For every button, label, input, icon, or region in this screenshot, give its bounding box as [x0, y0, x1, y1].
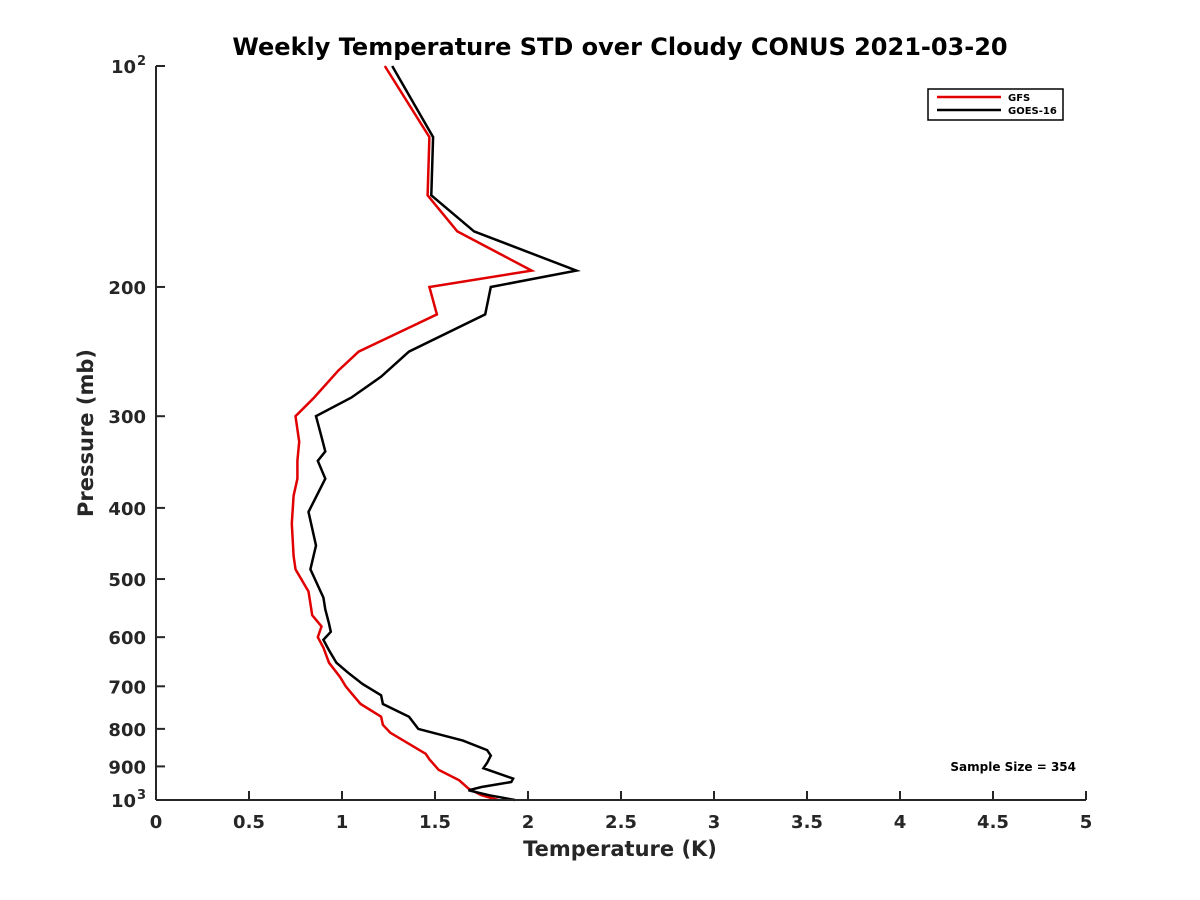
series-lines — [290, 65, 581, 802]
x-tick-label: 3 — [708, 812, 721, 833]
x-tick-label: 4 — [894, 812, 907, 833]
legend-box — [927, 88, 1064, 121]
x-tick-label: 0.5 — [233, 812, 265, 833]
y-tick-label: 300 — [108, 407, 146, 428]
series-line-gfs — [290, 65, 536, 802]
axes — [155, 66, 1086, 801]
y-axis-label: Pressure (mb) — [74, 349, 98, 517]
y-tick-label: 700 — [108, 677, 146, 698]
y-tick-exponent: 2 — [137, 54, 146, 69]
x-tick-label: 3.5 — [791, 812, 823, 833]
series-line-goes16 — [307, 65, 581, 802]
x-tick-label: 0 — [150, 812, 163, 833]
x-ticks: 0 0.5 1 1.5 2 2.5 3 3.5 4 4.5 5 — [150, 791, 1093, 833]
y-tick-label: 10 — [111, 57, 136, 78]
y-tick-label: 500 — [108, 570, 146, 591]
x-tick-label: 5 — [1080, 812, 1093, 833]
y-tick-label: 10 — [111, 791, 136, 812]
legend-label-gfs: GFS — [1008, 93, 1030, 104]
legend: GFS GOES-16 — [927, 88, 1064, 121]
x-axis-label: Temperature (K) — [523, 837, 717, 861]
y-tick-label: 800 — [108, 720, 146, 741]
x-tick-label: 1.5 — [419, 812, 451, 833]
sample-size-annotation: Sample Size = 354 — [950, 760, 1076, 774]
y-tick-label: 200 — [108, 278, 146, 299]
x-tick-label: 1 — [336, 812, 349, 833]
y-tick-exponent: 3 — [137, 788, 146, 803]
x-tick-label: 2.5 — [605, 812, 637, 833]
x-tick-label: 4.5 — [977, 812, 1009, 833]
chart-title: Weekly Temperature STD over Cloudy CONUS… — [232, 33, 1007, 61]
x-tick-label: 2 — [522, 812, 535, 833]
y-tick-label: 400 — [108, 499, 146, 520]
y-tick-label: 900 — [108, 757, 146, 778]
y-tick-label: 600 — [108, 628, 146, 649]
legend-label-goes16: GOES-16 — [1008, 106, 1057, 117]
